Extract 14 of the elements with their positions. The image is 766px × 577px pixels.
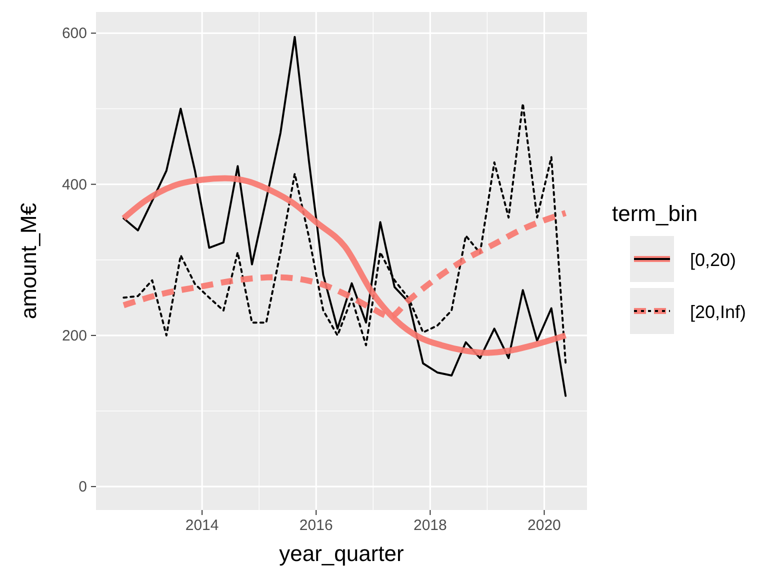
legend-label: [0,20) [690, 250, 736, 270]
x-axis-title: year_quarter [279, 541, 404, 566]
y-tick-label: 600 [62, 25, 87, 42]
line-series [122, 36, 567, 397]
legend-title: term_bin [612, 201, 698, 226]
y-axis-title: amount_M€ [16, 202, 41, 320]
y-tick-label: 200 [62, 327, 87, 344]
x-tick-label: 2018 [413, 517, 447, 534]
x-tick-label: 2016 [299, 517, 333, 534]
y-tick-label: 400 [62, 176, 87, 194]
legend-label: [20,Inf) [690, 302, 746, 322]
y-tick-label: 0 [78, 478, 87, 496]
x-tick-label: 2020 [528, 517, 561, 534]
x-tick-label: 2014 [185, 517, 219, 534]
